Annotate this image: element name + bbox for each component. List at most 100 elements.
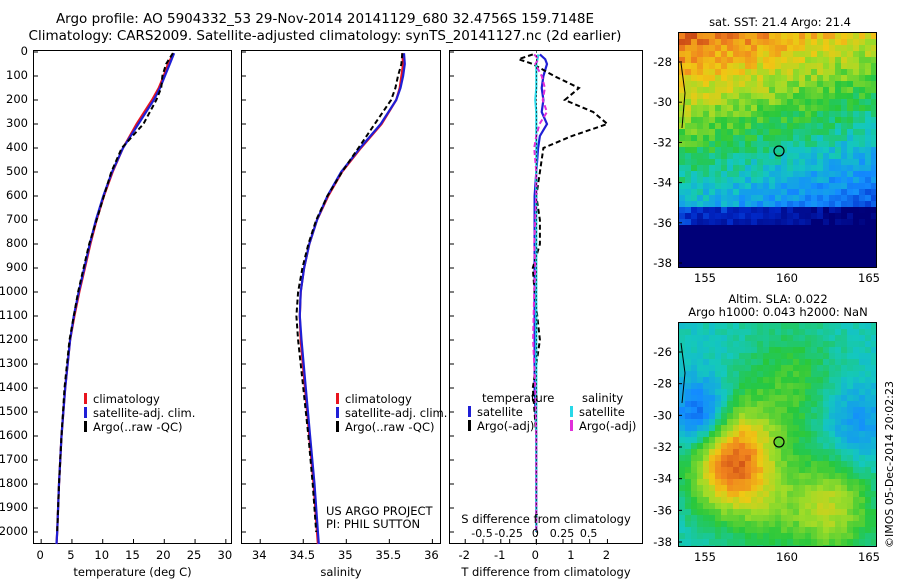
sst-cell (739, 255, 745, 261)
sst-cell (745, 207, 751, 213)
sla-cell (871, 479, 876, 485)
sst-cell (763, 213, 769, 219)
sla-cell (871, 401, 876, 407)
sst-cell (835, 201, 841, 207)
sla-cell (775, 395, 781, 401)
sla-cell (679, 425, 685, 431)
sla-cell (835, 419, 841, 425)
sst-cell (859, 207, 865, 213)
sst-cell (871, 219, 876, 225)
sst-cell (871, 249, 876, 255)
sla-cell (685, 383, 691, 389)
sla-cell (865, 347, 871, 353)
sla-cell (721, 521, 727, 527)
sst-cell (685, 177, 691, 183)
sst-cell (871, 123, 876, 129)
sst-cell (871, 141, 876, 147)
sla-cell (841, 527, 847, 533)
sla-cell (865, 491, 871, 497)
sst-cell (805, 195, 811, 201)
sla-cell (817, 527, 823, 533)
sla-cell (709, 365, 715, 371)
sla-cell (853, 491, 859, 497)
sla-cell (763, 335, 769, 341)
sst-cell (715, 165, 721, 171)
sla-cell (763, 377, 769, 383)
sla-cell (871, 413, 876, 419)
sst-cell (871, 105, 876, 111)
sst-cell (835, 45, 841, 51)
depth-tick-label: 1000 (0, 284, 28, 298)
sst-cell (835, 135, 841, 141)
sst-cell (805, 153, 811, 159)
sla-cell (751, 467, 757, 473)
sla-cell (787, 377, 793, 383)
sst-cell (835, 189, 841, 195)
sst-cell (817, 219, 823, 225)
sla-cell (799, 419, 805, 425)
sla-cell (679, 461, 685, 467)
sla-cell (727, 419, 733, 425)
sla-cell (793, 431, 799, 437)
series-line-argo-raw-qc- (56, 52, 174, 533)
sla-cell (763, 539, 769, 545)
sst-cell (799, 183, 805, 189)
sla-cell (697, 437, 703, 443)
sst-cell (721, 183, 727, 189)
x-axis-label: temperature (deg C) (73, 565, 191, 579)
sst-cell (787, 111, 793, 117)
legend-climatology-swatch (336, 393, 339, 404)
sst-cell (745, 255, 751, 261)
sst-cell (835, 207, 841, 213)
sla-cell (847, 449, 853, 455)
sla-cell (871, 419, 876, 425)
sla-cell (769, 353, 775, 359)
sla-cell (727, 443, 733, 449)
sla-cell (775, 545, 781, 546)
sst-cell (757, 195, 763, 201)
sst-cell (751, 33, 757, 39)
sla-cell (727, 413, 733, 419)
sst-cell (751, 111, 757, 117)
sla-cell (715, 509, 721, 515)
sst-cell (859, 45, 865, 51)
depth-tick-label: 600 (6, 188, 28, 202)
sst-cell (775, 207, 781, 213)
sla-cell (709, 323, 715, 329)
sst-cell (751, 135, 757, 141)
sla-cell (727, 491, 733, 497)
sla-cell (685, 503, 691, 509)
sst-cell (733, 93, 739, 99)
sla-cell (847, 353, 853, 359)
map-lat-label: -36 (653, 503, 672, 517)
sla-cell (697, 509, 703, 515)
sst-cell (847, 231, 853, 237)
depth-tick-label: 1100 (0, 308, 28, 322)
sla-cell (769, 533, 775, 539)
sla-cell (715, 539, 721, 545)
sst-cell (871, 183, 876, 189)
sst-cell (817, 243, 823, 249)
sla-cell (727, 359, 733, 365)
sla-cell (679, 389, 685, 395)
sla-cell (733, 425, 739, 431)
sst-cell (865, 207, 871, 213)
sla-cell (769, 335, 775, 341)
sla-cell (781, 443, 787, 449)
sla-cell (733, 359, 739, 365)
sla-cell (793, 413, 799, 419)
sst-cell (853, 45, 859, 51)
sla-cell (685, 365, 691, 371)
sst-cell (739, 261, 745, 267)
sst-cell (679, 231, 685, 237)
sla-cell (781, 395, 787, 401)
sla-cell (829, 527, 835, 533)
sla-cell (841, 329, 847, 335)
sla-cell (775, 491, 781, 497)
sst-cell (835, 117, 841, 123)
sst-cell (715, 207, 721, 213)
sla-cell (787, 335, 793, 341)
sla-cell (751, 545, 757, 546)
x-tick-label: 5 (67, 548, 74, 562)
sla-cell (865, 485, 871, 491)
